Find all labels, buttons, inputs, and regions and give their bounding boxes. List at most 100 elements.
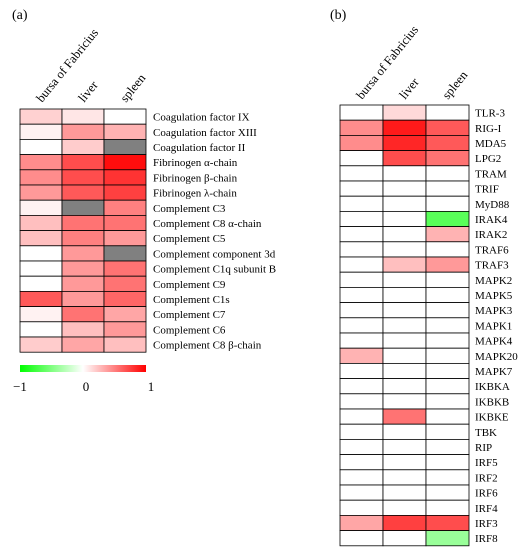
row-label-irf8: IRF8 — [475, 533, 498, 545]
heatmap-cells-a — [19, 108, 147, 353]
heatmap-cell-irf4-liver — [382, 499, 427, 516]
heatmap-cell-mapk1-liver — [382, 317, 427, 334]
heatmap-cell-complement-c5-liver — [61, 230, 105, 247]
row-label-coagulation-factor-xiii: Coagulation factor XIII — [153, 127, 257, 139]
row-label-complement-c1s: Complement C1s — [153, 294, 230, 306]
heatmap-cell-coagulation-factor-xiii-spleen — [103, 123, 147, 140]
heatmap-cell-irf5-liver — [382, 454, 427, 471]
row-label-irf5: IRF5 — [475, 457, 498, 469]
heatmap-cell-ikbkb-bursa-of-fabricius — [339, 393, 384, 410]
heatmap-cell-mapk7-bursa-of-fabricius — [339, 362, 384, 379]
heatmap-cell-tram-spleen — [425, 165, 470, 182]
heatmap-cell-lpg2-spleen — [425, 150, 470, 167]
heatmap-cell-complement-c6-spleen — [103, 321, 147, 338]
heatmap-cell-traf6-liver — [382, 241, 427, 258]
heatmap-cell-ikbka-bursa-of-fabricius — [339, 378, 384, 395]
heatmap-cell-complement-c9-spleen — [103, 275, 147, 292]
heatmap-cell-irf3-liver — [382, 515, 427, 532]
row-label-tbk: TBK — [475, 427, 497, 439]
row-label-complement-component-3d: Complement component 3d — [153, 248, 276, 260]
heatmap-cell-mapk3-bursa-of-fabricius — [339, 302, 384, 319]
row-label-irak2: IRAK2 — [475, 229, 507, 241]
heatmap-cell-coagulation-factor-ii-spleen — [103, 138, 147, 155]
row-label-mapk20: MAPK20 — [475, 351, 518, 363]
heatmap-cell-irf4-spleen — [425, 499, 470, 516]
heatmap-cell-ikbke-spleen — [425, 408, 470, 425]
heatmap-cell-fibrinogen-chain-bursa-of-fabricius — [19, 169, 63, 186]
row-label-mapk1: MAPK1 — [475, 320, 512, 332]
row-label-coagulation-factor-ix: Coagulation factor IX — [153, 112, 250, 124]
heatmap-cell-mapk3-liver — [382, 302, 427, 319]
row-label-traf3: TRAF3 — [475, 260, 509, 272]
heatmap-cell-lpg2-bursa-of-fabricius — [339, 150, 384, 167]
row-label-irf2: IRF2 — [475, 472, 498, 484]
heatmap-panel-a: (a) bursa of Fabricius liver spleen Coag… — [12, 8, 276, 353]
row-label-mapk4: MAPK4 — [475, 336, 513, 348]
heatmap-cell-fibrinogen-chain-liver — [61, 169, 105, 186]
heatmap-cell-fibrinogen-chain-bursa-of-fabricius — [19, 184, 63, 201]
heatmap-cell-rip-spleen — [425, 438, 470, 455]
row-label-tlr-3: TLR-3 — [475, 108, 505, 120]
heatmap-cell-rip-bursa-of-fabricius — [339, 438, 384, 455]
row-label-mapk5: MAPK5 — [475, 290, 513, 302]
column-labels-b: bursa of Fabricius liver spleen — [353, 23, 470, 102]
heatmap-cell-irf2-spleen — [425, 469, 470, 486]
heatmap-cell-complement-c5-spleen — [103, 230, 147, 247]
row-label-traf6: TRAF6 — [475, 244, 509, 256]
heatmap-cell-complement-c8-chain-liver — [61, 214, 105, 231]
heatmap-cell-irf5-bursa-of-fabricius — [339, 454, 384, 471]
heatmap-cell-irf2-liver — [382, 469, 427, 486]
heatmap-cell-irf6-spleen — [425, 484, 470, 501]
heatmap-cell-ikbka-spleen — [425, 378, 470, 395]
heatmap-cell-myd88-bursa-of-fabricius — [339, 195, 384, 212]
row-labels-b: TLR-3 RIG-I MDA5 LPG2 TRAM TRIF MyD88 IRAK4 IRAK… — [475, 108, 518, 546]
row-label-mda5: MDA5 — [475, 138, 507, 150]
heatmap-cell-tram-bursa-of-fabricius — [339, 165, 384, 182]
row-label-complement-c1q-subunit-b: Complement C1q subunit B — [153, 264, 276, 276]
heatmap-cell-coagulation-factor-xiii-bursa-of-fabricius — [19, 123, 63, 140]
heatmap-cell-irf6-liver — [382, 484, 427, 501]
heatmap-cell-mapk2-bursa-of-fabricius — [339, 271, 384, 288]
heatmap-cell-mapk5-liver — [382, 286, 427, 303]
heatmap-cell-complement-c1q-subunit-b-bursa-of-fabricius — [19, 260, 63, 277]
heatmap-cell-traf3-spleen — [425, 256, 470, 273]
heatmap-cell-trif-spleen — [425, 180, 470, 197]
row-label-complement-c7: Complement C7 — [153, 309, 226, 321]
heatmap-cell-complement-c8-chain-bursa-of-fabricius — [19, 214, 63, 231]
heatmap-cell-mapk4-spleen — [425, 332, 470, 349]
heatmap-cell-complement-c7-spleen — [103, 306, 147, 323]
heatmap-cell-mapk7-liver — [382, 362, 427, 379]
panel-label-b: (b) — [330, 8, 347, 23]
row-label-rig-i: RIG-I — [475, 123, 502, 135]
row-label-ikbka: IKBKA — [475, 381, 510, 393]
heatmap-cell-fibrinogen-chain-spleen — [103, 169, 147, 186]
row-label-fibrinogen-chain: Fibrinogen λ-chain — [153, 188, 237, 200]
heatmap-cell-myd88-liver — [382, 195, 427, 212]
heatmap-cell-mapk20-bursa-of-fabricius — [339, 347, 384, 364]
heatmap-cell-fibrinogen-chain-spleen — [103, 154, 147, 171]
colorbar-tick-zero: 0 — [83, 379, 90, 394]
heatmap-cell-complement-component-3d-bursa-of-fabricius — [19, 245, 63, 262]
heatmap-cell-tlr-3-spleen — [425, 104, 470, 121]
colorbar-gradient — [20, 365, 146, 372]
heatmap-cell-mapk20-liver — [382, 347, 427, 364]
heatmap-cell-irak4-spleen — [425, 210, 470, 227]
heatmap-cell-ikbka-liver — [382, 378, 427, 395]
heatmap-cell-complement-c8-chain-spleen — [103, 214, 147, 231]
heatmap-cell-myd88-spleen — [425, 195, 470, 212]
heatmap-cell-rig-i-liver — [382, 119, 427, 136]
heatmap-cell-complement-c5-bursa-of-fabricius — [19, 230, 63, 247]
heatmap-cell-fibrinogen-chain-liver — [61, 154, 105, 171]
heatmap-cell-coagulation-factor-xiii-liver — [61, 123, 105, 140]
heatmap-cell-tlr-3-liver — [382, 104, 427, 121]
heatmap-cell-mapk3-spleen — [425, 302, 470, 319]
row-label-complement-c8-chain: Complement C8 β-chain — [153, 340, 262, 352]
row-label-irf4: IRF4 — [475, 503, 498, 515]
row-label-trif: TRIF — [475, 184, 499, 196]
colorbar-tick-min: −1 — [13, 379, 27, 394]
row-label-irak4: IRAK4 — [475, 214, 508, 226]
heatmap-cell-traf6-spleen — [425, 241, 470, 258]
heatmap-cell-irf8-bursa-of-fabricius — [339, 530, 384, 547]
heatmap-cell-ikbke-bursa-of-fabricius — [339, 408, 384, 425]
row-labels-a: Coagulation factor IX Coagulation factor … — [153, 112, 276, 352]
